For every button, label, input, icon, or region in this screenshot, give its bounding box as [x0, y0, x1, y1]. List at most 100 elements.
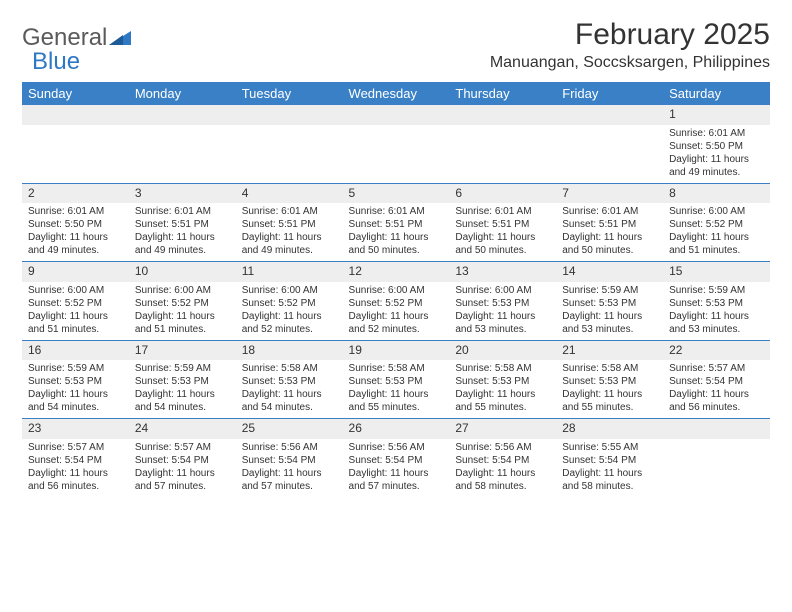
day-number-cell: 25: [236, 419, 343, 439]
day-detail-row: Sunrise: 5:57 AMSunset: 5:54 PMDaylight:…: [22, 439, 770, 497]
logo: General: [22, 18, 131, 52]
day-detail-line: and 51 minutes.: [28, 323, 123, 336]
day-detail-line: Sunrise: 6:01 AM: [28, 205, 123, 218]
day-detail-line: Sunrise: 5:57 AM: [28, 441, 123, 454]
day-number-cell: 22: [663, 340, 770, 360]
day-detail-line: Sunset: 5:53 PM: [455, 297, 550, 310]
day-detail-line: Sunset: 5:54 PM: [349, 454, 444, 467]
day-detail-line: Sunset: 5:54 PM: [455, 454, 550, 467]
month-title: February 2025: [490, 18, 770, 52]
day-detail-line: and 58 minutes.: [562, 480, 657, 493]
day-detail-cell: Sunrise: 5:58 AMSunset: 5:53 PMDaylight:…: [236, 360, 343, 419]
day-detail-line: Sunrise: 5:56 AM: [242, 441, 337, 454]
day-number-row: 9101112131415: [22, 262, 770, 282]
day-detail-line: Sunrise: 6:01 AM: [455, 205, 550, 218]
day-detail-line: Sunrise: 5:58 AM: [349, 362, 444, 375]
day-detail-line: Sunrise: 6:00 AM: [135, 284, 230, 297]
day-detail-row: Sunrise: 6:01 AMSunset: 5:50 PMDaylight:…: [22, 203, 770, 262]
day-detail-row: Sunrise: 5:59 AMSunset: 5:53 PMDaylight:…: [22, 360, 770, 419]
day-detail-line: Sunrise: 5:57 AM: [135, 441, 230, 454]
day-number-cell: 6: [449, 183, 556, 203]
day-detail-cell: Sunrise: 6:01 AMSunset: 5:51 PMDaylight:…: [556, 203, 663, 262]
day-number-cell: 26: [343, 419, 450, 439]
day-number-cell: 24: [129, 419, 236, 439]
day-detail-cell: [449, 125, 556, 184]
day-detail-line: Sunset: 5:53 PM: [349, 375, 444, 388]
day-detail-cell: Sunrise: 5:58 AMSunset: 5:53 PMDaylight:…: [343, 360, 450, 419]
day-detail-cell: [663, 439, 770, 497]
day-number-cell: 12: [343, 262, 450, 282]
day-detail-line: Sunrise: 6:01 AM: [242, 205, 337, 218]
day-detail-line: Sunset: 5:53 PM: [455, 375, 550, 388]
day-number-cell: [556, 105, 663, 125]
day-detail-line: and 51 minutes.: [135, 323, 230, 336]
day-detail-line: Daylight: 11 hours: [28, 231, 123, 244]
weekday-header-row: Sunday Monday Tuesday Wednesday Thursday…: [22, 82, 770, 105]
day-detail-cell: Sunrise: 5:55 AMSunset: 5:54 PMDaylight:…: [556, 439, 663, 497]
day-detail-cell: Sunrise: 6:00 AMSunset: 5:53 PMDaylight:…: [449, 282, 556, 341]
day-detail-line: Sunrise: 5:59 AM: [28, 362, 123, 375]
day-number-cell: [663, 419, 770, 439]
day-number-cell: 3: [129, 183, 236, 203]
day-detail-cell: Sunrise: 6:01 AMSunset: 5:50 PMDaylight:…: [22, 203, 129, 262]
weekday-header: Tuesday: [236, 82, 343, 105]
day-detail-line: Sunrise: 5:59 AM: [669, 284, 764, 297]
day-detail-line: Daylight: 11 hours: [135, 310, 230, 323]
day-detail-cell: Sunrise: 5:57 AMSunset: 5:54 PMDaylight:…: [129, 439, 236, 497]
day-detail-line: Sunset: 5:53 PM: [135, 375, 230, 388]
day-detail-line: Sunrise: 6:00 AM: [669, 205, 764, 218]
day-detail-cell: Sunrise: 5:56 AMSunset: 5:54 PMDaylight:…: [449, 439, 556, 497]
day-detail-line: Sunrise: 5:58 AM: [242, 362, 337, 375]
day-detail-line: Sunrise: 5:56 AM: [455, 441, 550, 454]
day-number-cell: 16: [22, 340, 129, 360]
day-number-cell: 28: [556, 419, 663, 439]
triangle-icon: [109, 24, 131, 52]
day-detail-line: Sunset: 5:54 PM: [135, 454, 230, 467]
day-detail-line: Daylight: 11 hours: [242, 467, 337, 480]
day-detail-line: and 53 minutes.: [669, 323, 764, 336]
day-detail-cell: Sunrise: 5:58 AMSunset: 5:53 PMDaylight:…: [556, 360, 663, 419]
day-detail-line: Sunset: 5:53 PM: [242, 375, 337, 388]
day-detail-line: Daylight: 11 hours: [242, 388, 337, 401]
weekday-header: Friday: [556, 82, 663, 105]
day-detail-line: Sunset: 5:53 PM: [562, 297, 657, 310]
day-detail-line: and 49 minutes.: [135, 244, 230, 257]
day-detail-line: Sunrise: 5:57 AM: [669, 362, 764, 375]
day-detail-line: and 55 minutes.: [562, 401, 657, 414]
day-detail-line: Daylight: 11 hours: [135, 388, 230, 401]
day-detail-cell: Sunrise: 6:01 AMSunset: 5:51 PMDaylight:…: [236, 203, 343, 262]
day-detail-line: Sunrise: 5:55 AM: [562, 441, 657, 454]
day-detail-line: Sunrise: 6:00 AM: [242, 284, 337, 297]
day-detail-cell: [343, 125, 450, 184]
day-detail-cell: Sunrise: 5:59 AMSunset: 5:53 PMDaylight:…: [22, 360, 129, 419]
day-detail-line: Sunset: 5:52 PM: [349, 297, 444, 310]
day-detail-line: Sunset: 5:52 PM: [242, 297, 337, 310]
day-detail-line: Sunset: 5:50 PM: [28, 218, 123, 231]
day-detail-line: Sunrise: 5:56 AM: [349, 441, 444, 454]
day-detail-line: Daylight: 11 hours: [562, 231, 657, 244]
day-detail-line: Daylight: 11 hours: [242, 231, 337, 244]
day-detail-cell: Sunrise: 5:59 AMSunset: 5:53 PMDaylight:…: [129, 360, 236, 419]
day-detail-line: Daylight: 11 hours: [669, 310, 764, 323]
day-detail-line: Daylight: 11 hours: [562, 467, 657, 480]
calendar-body: 1 Sunrise: 6:01 AMSunset: 5:50 PMDayligh…: [22, 105, 770, 497]
day-detail-line: and 52 minutes.: [349, 323, 444, 336]
day-detail-line: and 49 minutes.: [242, 244, 337, 257]
day-number-row: 16171819202122: [22, 340, 770, 360]
day-detail-line: Daylight: 11 hours: [349, 231, 444, 244]
day-detail-line: and 56 minutes.: [669, 401, 764, 414]
day-detail-cell: Sunrise: 6:01 AMSunset: 5:51 PMDaylight:…: [343, 203, 450, 262]
day-number-cell: 14: [556, 262, 663, 282]
day-number-cell: 18: [236, 340, 343, 360]
day-detail-cell: [22, 125, 129, 184]
day-detail-cell: Sunrise: 6:01 AMSunset: 5:51 PMDaylight:…: [449, 203, 556, 262]
day-detail-line: Daylight: 11 hours: [669, 388, 764, 401]
day-detail-line: Sunset: 5:52 PM: [28, 297, 123, 310]
day-detail-line: and 51 minutes.: [669, 244, 764, 257]
day-detail-cell: [556, 125, 663, 184]
day-number-cell: 9: [22, 262, 129, 282]
day-detail-line: Sunset: 5:53 PM: [28, 375, 123, 388]
day-detail-cell: Sunrise: 5:59 AMSunset: 5:53 PMDaylight:…: [663, 282, 770, 341]
day-number-cell: 13: [449, 262, 556, 282]
day-detail-line: Daylight: 11 hours: [669, 153, 764, 166]
